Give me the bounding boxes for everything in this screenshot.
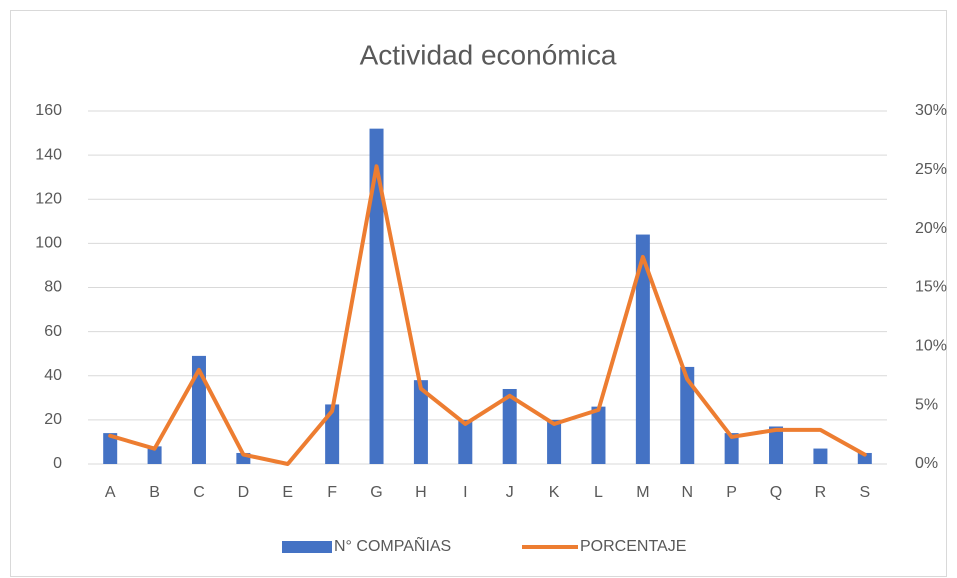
- y2-tick-label: 30%: [915, 102, 947, 119]
- y2-tick-label: 0%: [915, 455, 938, 472]
- x-tick-label: Q: [770, 484, 782, 501]
- bar: [547, 419, 562, 464]
- bar: [857, 452, 872, 464]
- x-tick-label: G: [370, 484, 382, 501]
- y-tick-label: 160: [35, 102, 62, 119]
- y-tick-label: 20: [44, 411, 62, 428]
- legend-label: PORCENTAJE: [580, 538, 686, 555]
- bar: [369, 128, 384, 464]
- bar: [147, 446, 162, 464]
- x-tick-label: L: [594, 484, 603, 501]
- x-tick-label: E: [282, 484, 293, 501]
- y-tick-label: 100: [35, 235, 62, 252]
- x-tick-label: K: [549, 484, 560, 501]
- y2-tick-label: 5%: [915, 396, 938, 413]
- y-tick-label: 0: [53, 455, 62, 472]
- bar: [635, 234, 650, 464]
- y-tick-label: 60: [44, 323, 62, 340]
- chart-frame: [10, 10, 947, 577]
- x-tick-label: B: [149, 484, 160, 501]
- y2-tick-label: 10%: [915, 338, 947, 355]
- chart-title: Actividad económica: [360, 39, 617, 70]
- x-tick-label: A: [105, 484, 116, 501]
- y-tick-label: 80: [44, 279, 62, 296]
- bar: [413, 380, 428, 464]
- y-tick-label: 140: [35, 146, 62, 163]
- bar: [591, 406, 606, 464]
- y2-tick-label: 25%: [915, 161, 947, 178]
- legend-label: N° COMPAÑIAS: [334, 535, 451, 555]
- bar: [325, 404, 340, 464]
- x-tick-label: M: [636, 484, 649, 501]
- y2-tick-label: 20%: [915, 220, 947, 237]
- legend-swatch: [282, 541, 332, 553]
- x-tick-label: D: [238, 484, 250, 501]
- y-tick-label: 40: [44, 367, 62, 384]
- bar: [458, 419, 473, 464]
- line: [108, 164, 867, 466]
- bar: [813, 448, 828, 464]
- y-tick-label: 120: [35, 190, 62, 207]
- x-tick-label: I: [463, 484, 467, 501]
- bar: [502, 388, 517, 464]
- bar: [236, 452, 251, 464]
- x-tick-label: R: [815, 484, 827, 501]
- bar: [769, 426, 784, 464]
- x-tick-label: C: [193, 484, 205, 501]
- bar: [680, 366, 695, 464]
- bar: [724, 433, 739, 464]
- bar: [103, 433, 118, 464]
- x-tick-label: H: [415, 484, 427, 501]
- x-tick-label: S: [859, 484, 870, 501]
- x-tick-label: F: [327, 484, 337, 501]
- bar: [191, 355, 206, 464]
- x-tick-label: J: [506, 484, 514, 501]
- x-tick-label: N: [681, 484, 693, 501]
- x-tick-label: P: [726, 484, 737, 501]
- y2-tick-label: 15%: [915, 279, 947, 296]
